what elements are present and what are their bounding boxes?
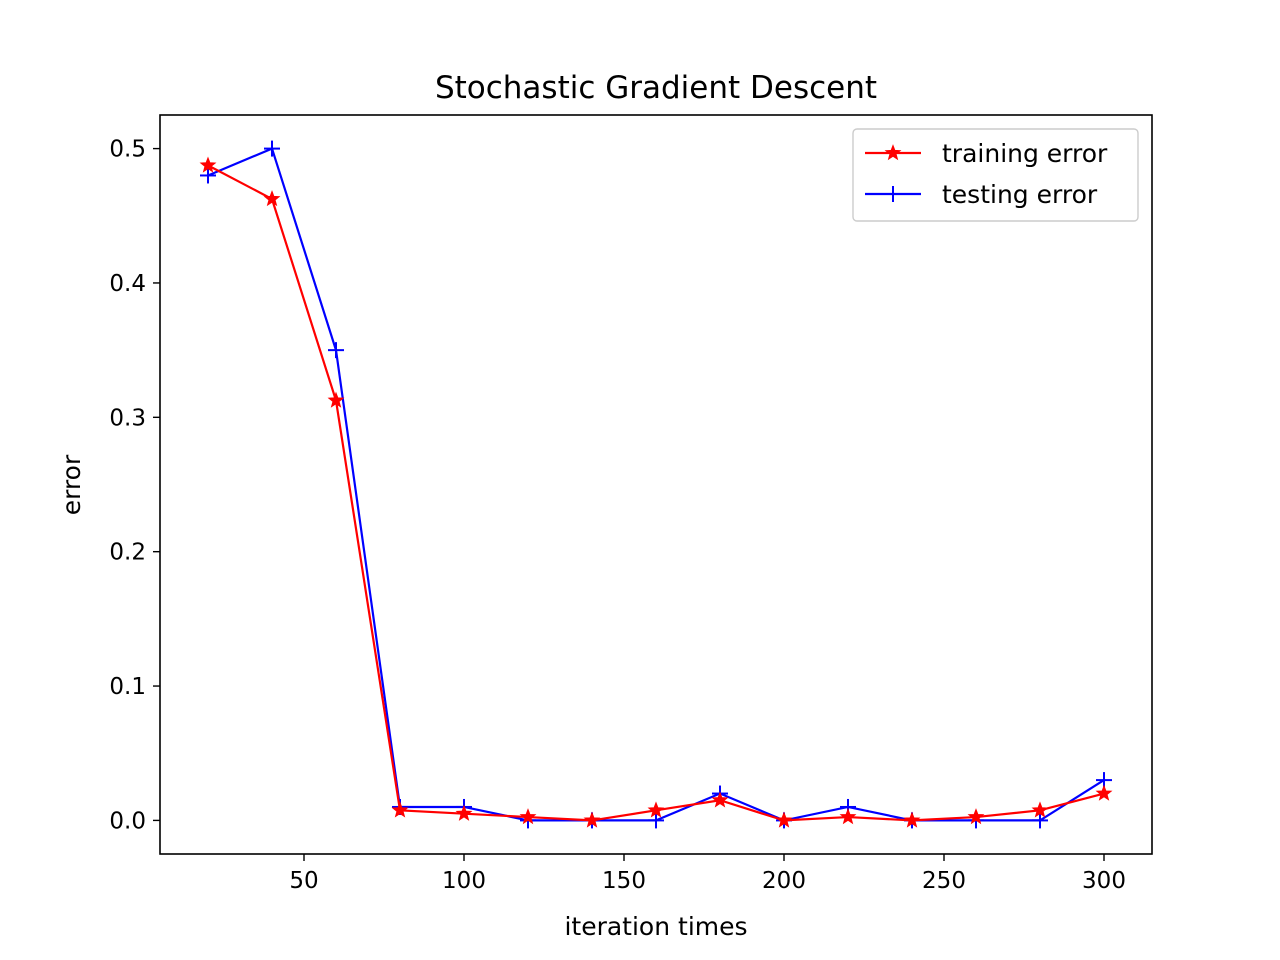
training-error-point xyxy=(1095,784,1113,801)
y-tick-label: 0.1 xyxy=(109,674,146,700)
y-tick-label: 0.5 xyxy=(109,137,146,163)
training-error-point xyxy=(967,808,985,825)
y-tick-label: 0.3 xyxy=(109,405,146,431)
plot-frame xyxy=(159,114,1153,855)
testing-error-point xyxy=(264,140,280,157)
x-tick-label: 200 xyxy=(762,868,806,894)
training-error-point xyxy=(199,156,217,173)
training-error-line xyxy=(207,164,1105,822)
testing-error-point xyxy=(328,342,344,359)
y-tick-label: 0.4 xyxy=(109,271,146,297)
y-tick-label: 0.0 xyxy=(109,808,146,834)
axis-ticks: 50 100 150 200 250 300 0.0 0.1 0.2 0.3 0.4 0.5 xyxy=(109,137,1126,894)
training-error-point xyxy=(583,811,601,828)
x-tick-label: 300 xyxy=(1082,868,1126,894)
y-axis-label: error xyxy=(57,454,86,515)
training-error-point xyxy=(519,808,537,825)
x-tick-label: 100 xyxy=(442,868,486,894)
testing-error-point xyxy=(1032,812,1048,829)
training-error-point xyxy=(327,391,345,408)
testing-error-point xyxy=(200,167,216,184)
y-tick-label: 0.2 xyxy=(109,540,146,566)
training-error-point xyxy=(903,811,921,828)
plot-area xyxy=(199,140,1113,829)
legend-label-testing-error: testing error xyxy=(942,180,1098,209)
training-error-point xyxy=(775,811,793,828)
legend-marker-training-error xyxy=(884,144,902,161)
testing-error-line xyxy=(207,147,1105,822)
training-error-point xyxy=(711,791,729,808)
x-tick-label: 50 xyxy=(289,868,318,894)
x-tick-label: 250 xyxy=(922,868,966,894)
legend: training error testing error xyxy=(852,128,1139,222)
legend-label-training-error: training error xyxy=(942,139,1108,168)
training-error-point xyxy=(839,808,857,825)
legend-marker-testing-error xyxy=(885,186,901,202)
training-error-point xyxy=(647,801,665,818)
chart-title: Stochastic Gradient Descent xyxy=(435,70,877,106)
training-error-point xyxy=(1031,801,1049,818)
training-error-point xyxy=(455,804,473,821)
x-tick-label: 150 xyxy=(602,868,646,894)
training-error-point xyxy=(391,801,409,818)
training-error-point xyxy=(263,190,281,207)
testing-error-point xyxy=(648,812,664,829)
x-axis-label: iteration times xyxy=(564,912,747,941)
legend-box xyxy=(852,128,1139,222)
